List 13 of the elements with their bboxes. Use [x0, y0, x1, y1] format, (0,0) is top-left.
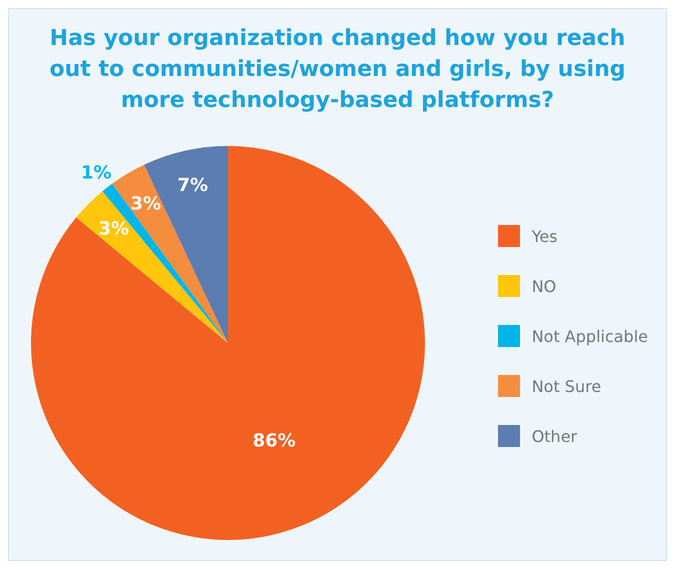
chart-title: Has your organization changed how you reach out to communities/women and girls, by using more technology-based platforms?: [48, 25, 626, 115]
data-label: 3%: [130, 193, 162, 214]
data-label: 86%: [252, 430, 296, 452]
data-label: 1%: [80, 162, 112, 184]
data-label: 7%: [177, 174, 208, 196]
legend-label: Not Applicable: [532, 326, 648, 346]
legend-label: Not Sure: [532, 376, 602, 396]
data-label: 3%: [98, 218, 130, 240]
pie-slice: [31, 146, 425, 540]
legend-label: Yes: [532, 226, 558, 246]
legend-label: NO: [532, 276, 556, 296]
pie-slice: [76, 191, 228, 343]
legend-label: Other: [532, 426, 578, 446]
